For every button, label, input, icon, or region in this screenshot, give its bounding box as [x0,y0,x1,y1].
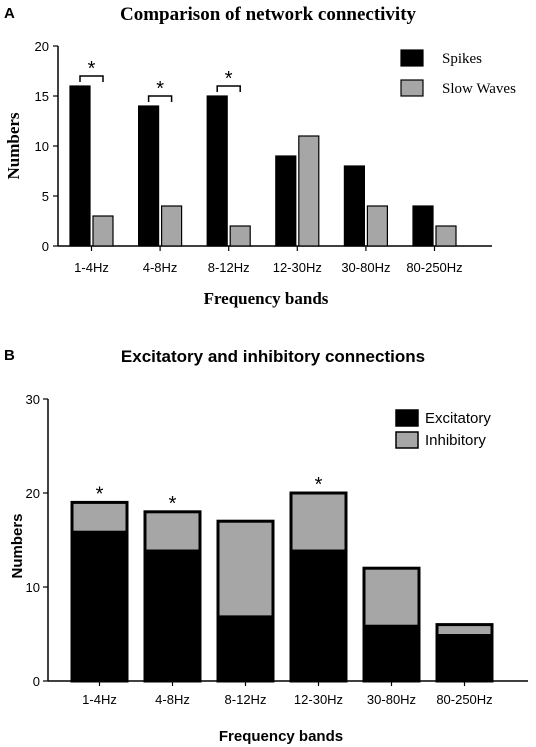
chart-b-xtick-label: 30-80Hz [367,692,416,707]
chart-a-ytick-label: 20 [35,39,49,54]
chart-b-bar-excitatory [218,615,273,681]
chart-a-xtick-label: 4-8Hz [143,260,178,275]
chart-a-significance-bracket [216,85,241,92]
chart-b-bar-inhibitory [72,502,127,531]
chart-a-bar-slow-waves [435,225,457,247]
chart-a-legend-label: Slow Waves [442,81,516,97]
chart-b-bar-inhibitory [218,521,273,616]
chart-a-significance-star: * [225,68,233,90]
chart-b-xtick-label: 80-250Hz [436,692,492,707]
chart-a-bar-slow-waves [229,225,251,247]
chart-a-xtick-label: 8-12Hz [208,260,250,275]
chart-a-xlabel: Frequency bands [204,289,329,308]
chart-b-ytick-label: 30 [26,392,40,407]
chart-b-significance-star: * [315,474,323,496]
chart-b-legend-label: Excitatory [425,410,491,427]
chart-a-ylabel: Numbers [4,112,23,179]
chart-b-bar-excitatory [364,624,419,681]
chart-a-bar-spikes [69,85,91,247]
chart-a-bar-slow-waves [161,205,183,247]
chart-b-xtick-label: 8-12Hz [225,692,267,707]
chart-b-ytick-label: 20 [26,486,40,501]
panel-a-letter: A [4,5,15,22]
chart-a-bar-spikes [138,105,160,247]
chart-b-legend-swatch [395,409,419,427]
panel-b-letter: B [4,347,15,364]
chart-a-xtick-label: 80-250Hz [406,260,462,275]
chart-a-bar-slow-waves [366,205,388,247]
chart-a-plot: 0 5 10 15 20 1-4Hz * 4-8Hz * 8-12Hz * 12-30Hz 30-80H… [35,39,517,275]
chart-b-ytick-label: 0 [33,674,40,689]
chart-b-bar-excitatory [291,549,346,681]
chart-a-xtick-label: 30-80Hz [341,260,390,275]
chart-b-bar-inhibitory [291,493,346,550]
chart-a-legend-swatch [400,49,424,67]
chart-b-bar-excitatory [145,549,200,681]
chart-a-bar-spikes [343,165,365,247]
chart-a-bar-spikes [412,205,434,247]
chart-a-significance-star: * [156,78,164,100]
chart-a-significance-star: * [88,58,96,80]
chart-b-xtick-label: 1-4Hz [82,692,117,707]
chart-a-significance-bracket [147,95,173,102]
chart-a-xtick-label: 1-4Hz [74,260,109,275]
chart-a-xtick-label: 12-30Hz [273,260,322,275]
chart-b-bar-inhibitory [364,568,419,625]
chart-a-bar-spikes [206,95,228,247]
chart-b-legend-swatch [395,431,419,449]
chart-a-significance-bracket [79,75,104,82]
chart-a-legend-label: Spikes [442,51,482,67]
chart-b-title: Excitatory and inhibitory connections [121,347,425,366]
chart-b-legend-label: Inhibitory [425,432,486,449]
chart-a-legend-swatch [400,79,424,97]
chart-b-significance-star: * [169,493,177,515]
chart-a-ytick-label: 0 [42,239,49,254]
chart-a-title: Comparison of network connectivity [120,4,417,25]
chart-b-xtick-label: 12-30Hz [294,692,343,707]
chart-a-ytick-label: 5 [42,189,49,204]
chart-b-bar-inhibitory [437,624,492,634]
chart-b-significance-star: * [96,483,104,505]
chart-b-ytick-label: 10 [26,580,40,595]
chart-b-xtick-label: 4-8Hz [155,692,190,707]
chart-a-bar-spikes [275,155,297,247]
chart-a-ytick-label: 15 [35,89,49,104]
chart-b-bar-inhibitory [145,511,200,550]
chart-b-ylabel: Numbers [9,513,26,578]
chart-b-xlabel: Frequency bands [219,728,343,745]
chart-a-ytick-label: 10 [35,139,49,154]
chart-b-plot: 0 10 20 30 1-4Hz * 4-8Hz * 8-12Hz 12-30Hz * 30-80Hz… [26,392,528,707]
chart-b-bar-excitatory [72,530,127,681]
chart-b-bar-excitatory [437,634,492,681]
chart-a-bar-slow-waves [298,135,320,247]
chart-a-bar-slow-waves [92,215,114,247]
